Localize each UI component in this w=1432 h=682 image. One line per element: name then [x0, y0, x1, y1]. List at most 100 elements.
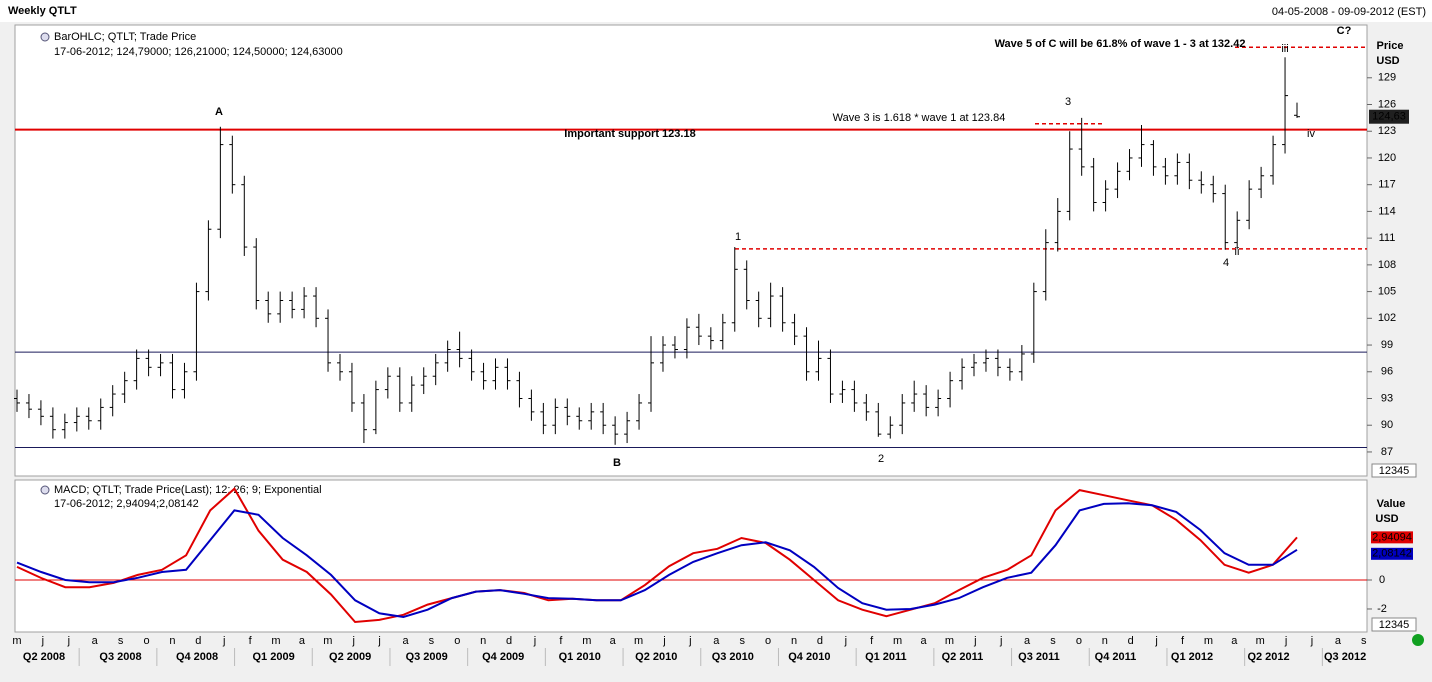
last-price-box — [1369, 109, 1409, 124]
month-label: j — [662, 635, 665, 647]
month-label: m — [323, 635, 332, 647]
month-label: j — [377, 635, 380, 647]
y-tick-label: 108 — [1378, 259, 1396, 271]
quarter-label: Q3 2010 — [712, 651, 754, 663]
month-label: j — [67, 635, 70, 647]
y-tick-label: 123 — [1378, 125, 1396, 137]
month-label: a — [713, 635, 720, 647]
month-label: o — [1076, 635, 1082, 647]
month-label: a — [610, 635, 617, 647]
month-label: m — [893, 635, 902, 647]
month-label: o — [454, 635, 460, 647]
y-tick-label: -2 — [1377, 603, 1387, 615]
quarter-label: Q2 2010 — [635, 651, 677, 663]
status-dot — [1412, 634, 1424, 646]
annotation: 3 — [1065, 96, 1071, 108]
month-label: m — [945, 635, 954, 647]
month-label: n — [480, 635, 486, 647]
month-label: s — [118, 635, 124, 647]
last-value-box — [1371, 547, 1413, 560]
axis-label: USD — [1375, 513, 1398, 525]
month-label: o — [143, 635, 149, 647]
month-label: m — [1204, 635, 1213, 647]
month-label: n — [169, 635, 175, 647]
legend-line: 2,08142 — [159, 498, 199, 510]
macd-line — [16, 487, 1298, 624]
annotation: 2 — [878, 453, 884, 465]
month-label: j — [844, 635, 847, 647]
quarter-label: Q1 2009 — [253, 651, 295, 663]
month-label: a — [402, 635, 409, 647]
month-label: d — [506, 635, 512, 647]
month-label: a — [1231, 635, 1238, 647]
month-label: m — [12, 635, 21, 647]
window-title: Weekly QTLT — [8, 5, 77, 17]
y-tick-label: 0 — [1379, 574, 1385, 586]
quarter-label: Q3 2012 — [1324, 651, 1366, 663]
legend-line: MACD; QTLT; Trade Price(Last); 12; 26; 9… — [54, 484, 322, 496]
month-label: f — [1181, 635, 1185, 647]
annotation: C? — [1337, 25, 1352, 37]
month-label: m — [634, 635, 643, 647]
date-range: 04-05-2008 - 09-09-2012 (EST) — [1272, 6, 1426, 18]
y-tick-label: 126 — [1378, 98, 1396, 110]
month-label: j — [999, 635, 1002, 647]
month-label: a — [92, 635, 99, 647]
y-tick-label: 117 — [1378, 179, 1396, 191]
month-label: f — [559, 635, 563, 647]
legend-line: BarOHLC; QTLT; Trade Price — [54, 31, 196, 43]
legend-icon — [40, 32, 50, 42]
annotation: Wave 3 is 1.618 * wave 1 at 123.84 — [833, 112, 1006, 124]
month-label: a — [920, 635, 927, 647]
month-label: d — [1128, 635, 1134, 647]
month-label: j — [533, 635, 536, 647]
title-bar — [0, 0, 1432, 22]
y-tick-label: 105 — [1378, 285, 1396, 297]
last-value-label: 2,08142 — [1372, 548, 1412, 560]
quarter-label: Q4 2010 — [788, 651, 830, 663]
annotation: ii — [1235, 246, 1240, 258]
quarter-label: Q1 2012 — [1171, 651, 1213, 663]
month-label: a — [1335, 635, 1342, 647]
month-label: o — [765, 635, 771, 647]
legend-icon — [40, 485, 50, 495]
y-tick-label: 90 — [1381, 419, 1393, 431]
price-panel — [14, 24, 1368, 477]
scale-label: 12345 — [1379, 619, 1410, 631]
last-price-label: 124,63 — [1372, 111, 1406, 123]
annotation: iii — [1281, 43, 1288, 55]
month-label: a — [1024, 635, 1031, 647]
axis-label: Price — [1377, 40, 1404, 52]
month-label: j — [41, 635, 44, 647]
month-label: j — [351, 635, 354, 647]
month-label: d — [195, 635, 201, 647]
month-label: a — [299, 635, 306, 647]
axis-label: USD — [1376, 55, 1399, 67]
y-tick-label: 111 — [1379, 232, 1396, 244]
month-label: j — [222, 635, 225, 647]
y-tick-label: 96 — [1381, 366, 1393, 378]
y-tick-label: 93 — [1381, 392, 1393, 404]
quarter-label: Q3 2011 — [1018, 651, 1060, 663]
legend-line: 17-06-2012; 124,79000; 126,21000; 124,50… — [54, 46, 343, 58]
month-label: n — [1102, 635, 1108, 647]
month-label: s — [1361, 635, 1367, 647]
month-label: j — [1154, 635, 1157, 647]
scale-box — [1371, 463, 1417, 478]
quarter-label: Q2 2009 — [329, 651, 371, 663]
annotation: 1 — [735, 231, 741, 243]
month-label: m — [582, 635, 591, 647]
annotation: Wave 5 of C will be 61.8% of wave 1 - 3 … — [995, 38, 1246, 50]
annotation: iv — [1307, 128, 1315, 140]
legend-line: 17-06-2012; 2,94094; — [54, 498, 159, 510]
y-tick-label: 99 — [1381, 339, 1393, 351]
month-label: s — [739, 635, 745, 647]
y-tick-label: 129 — [1378, 72, 1396, 84]
y-tick-label: 114 — [1378, 205, 1396, 217]
y-tick-label: 102 — [1378, 312, 1396, 324]
month-label: j — [973, 635, 976, 647]
month-label: m — [271, 635, 280, 647]
month-label: j — [1310, 635, 1313, 647]
month-label: s — [1050, 635, 1056, 647]
